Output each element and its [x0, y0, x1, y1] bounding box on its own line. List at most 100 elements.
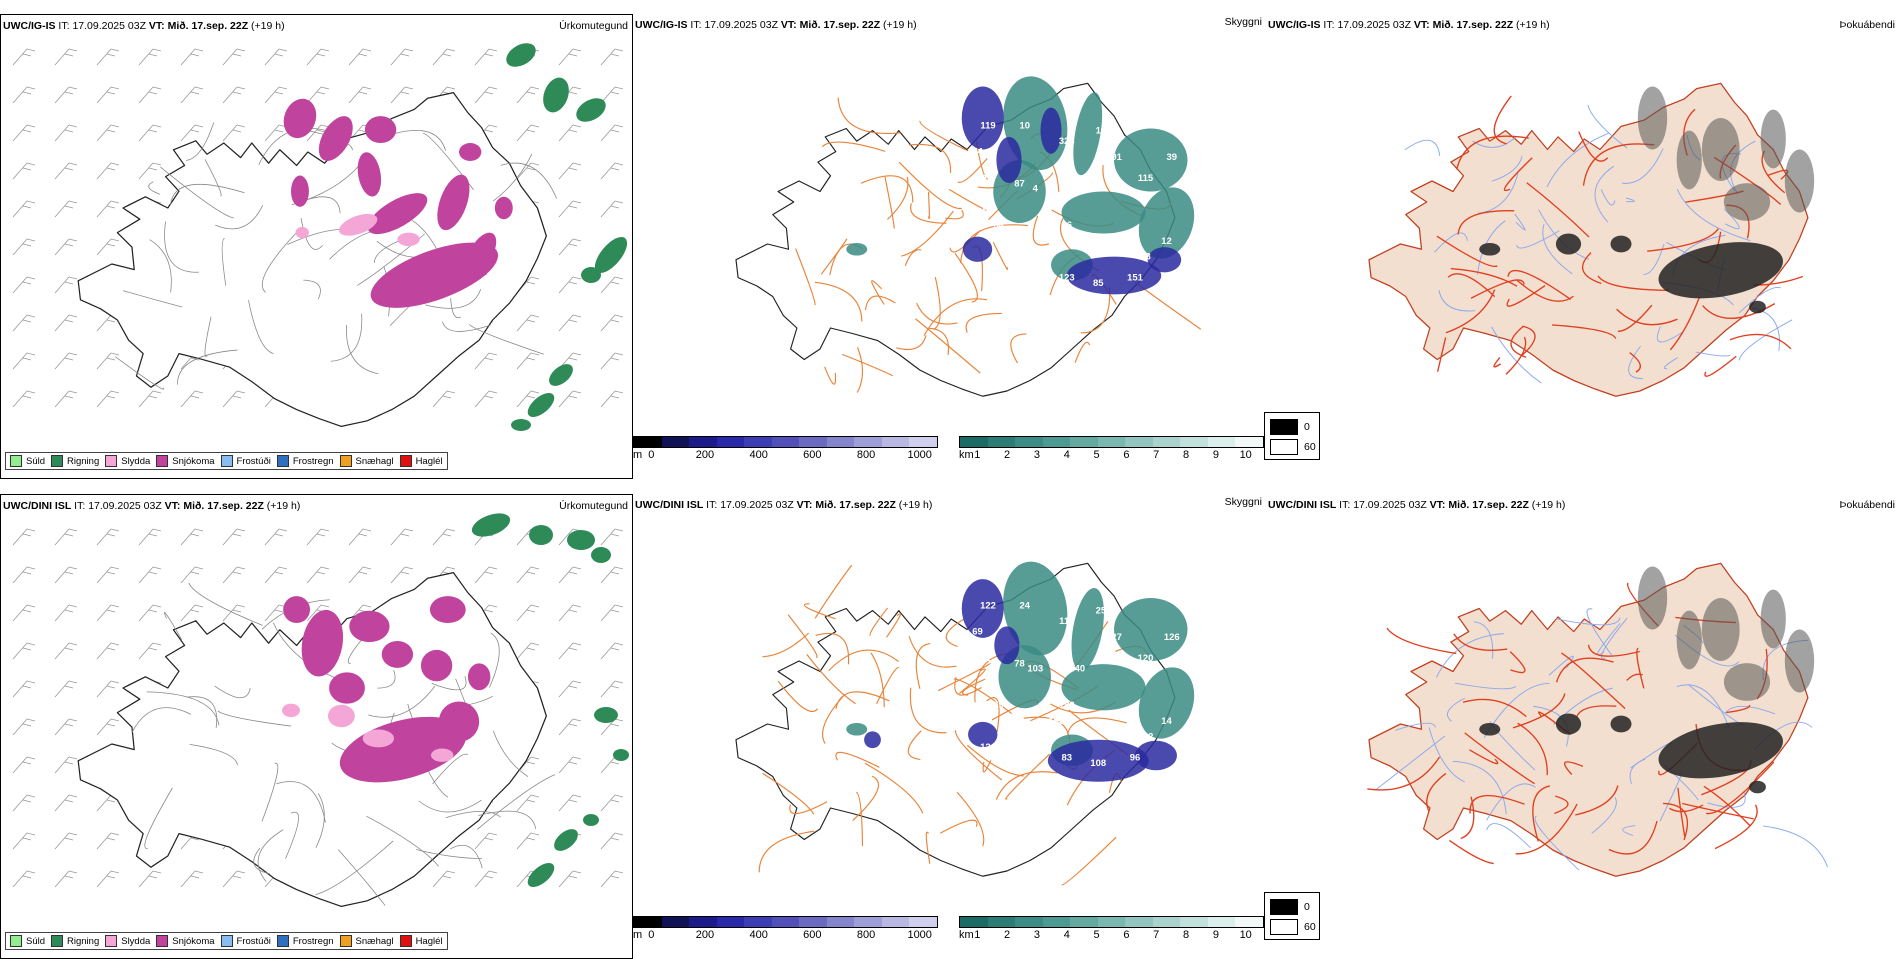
colorbar-unit: km: [959, 929, 974, 941]
legend-item: Snjókoma: [156, 455, 215, 467]
init-time: 17.09.2025 03Z: [1353, 499, 1427, 511]
colorbar-swatch: [960, 917, 988, 927]
precip-legend: Súld Rigning Slydda Snjókoma Frostúði Frostre…: [5, 452, 448, 470]
rain-areas: [506, 43, 628, 431]
colorbar-swatch: [689, 437, 717, 447]
ceiling-label: 83: [1062, 753, 1073, 764]
height-colorbar: m 0 200 400 600 800 1000: [633, 916, 938, 942]
panel-header: UWC/DINI ISL IT: 17.09.2025 03Z VT: Mið.…: [635, 499, 932, 511]
colorbar-tick: 9: [1212, 929, 1219, 941]
iceland-coastline: 122 24 116 251 69 331 78 103 340 327 120 126 97 79 182…: [735, 561, 1195, 886]
colorbar-swatch: [881, 437, 910, 447]
fog-legend: 0 60: [1264, 412, 1320, 460]
colorbar-tick: 0: [648, 449, 655, 461]
ceiling-label: 183: [1048, 716, 1064, 727]
iceland-coastline: [77, 572, 556, 908]
init-label: IT:: [706, 499, 718, 511]
colorbar-tick: 8: [1182, 449, 1190, 461]
valid-time: Mið. 17.sep. 22Z: [799, 19, 881, 31]
cloud-map: 119 10 323 197 84 01 87 4 129 791 115 39 66 64 965 92 97…: [735, 76, 1202, 397]
legend-label: Snæhagl: [355, 455, 394, 467]
legend-label: Haglél: [415, 935, 443, 947]
ceiling-label: 97: [983, 685, 994, 696]
colorbar-swatches: [633, 436, 938, 448]
legend-label: Snjókoma: [172, 455, 215, 467]
init-label: IT:: [58, 20, 70, 32]
visibility-colorbar: km 1 2 3 4 5 6 7 8 9 10: [959, 436, 1264, 462]
ceiling-label: 64: [993, 220, 1004, 231]
fog-min-swatch: [1270, 919, 1298, 935]
colorbar-swatch: [826, 917, 855, 927]
colorbar-tick: 4: [1063, 449, 1070, 461]
ceiling-label: 01: [978, 173, 989, 184]
cloud-map: 122 24 116 251 69 331 78 103 340 327 120 126 97 79 182…: [735, 561, 1195, 886]
ceiling-label: 103: [1027, 664, 1043, 675]
colorbar-swatch: [634, 437, 662, 447]
model-name: UWC/IG-IS: [3, 20, 56, 32]
init-time: 17.09.2025 03Z: [704, 19, 778, 31]
colorbar-tick: 2: [1004, 929, 1011, 941]
fog-map: [1367, 562, 1828, 877]
panel-precip-dini: UWC/DINI ISL IT: 17.09.2025 03Z VT: Mið.…: [0, 494, 633, 959]
init-label: IT:: [1323, 19, 1335, 31]
colorbar-swatch: [987, 917, 1016, 927]
colorbar-swatch: [1070, 437, 1098, 447]
panel-header: UWC/DINI ISL IT: 17.09.2025 03Z VT: Mið.…: [3, 500, 300, 512]
colorbar-swatch: [881, 917, 910, 927]
colorbar-swatch: [854, 437, 882, 447]
colorbar-tick: 2: [1004, 449, 1011, 461]
colorbar-tick: 400: [749, 449, 768, 461]
lead-time: (+19 h): [1516, 19, 1550, 31]
valid-label: VT:: [780, 19, 797, 31]
fog-min-label: 60: [1304, 441, 1316, 453]
colorbar-swatches: [959, 436, 1264, 448]
colorbar-tick: 3: [1033, 929, 1040, 941]
panel-cloud-igis: UWC/IG-IS IT: 17.09.2025 03Z VT: Mið. 17…: [633, 14, 1266, 479]
colorbar-swatch: [987, 437, 1016, 447]
ceiling-label: 392: [1138, 732, 1154, 743]
colorbar-unit: km: [959, 449, 974, 461]
ceiling-label: 24: [1020, 601, 1031, 612]
ceiling-label: 69: [972, 627, 983, 638]
colorbar-swatch: [1207, 917, 1236, 927]
panel-header: UWC/DINI ISL IT: 17.09.2025 03Z VT: Mið.…: [1268, 499, 1565, 511]
ceiling-label: 122: [980, 601, 996, 612]
ceiling-label: 115: [1138, 173, 1153, 184]
ceiling-label: 182: [1059, 700, 1075, 711]
colorbar-unit: m: [633, 929, 643, 941]
ceiling-label: 340: [1069, 664, 1085, 675]
legend-label: Rigning: [67, 935, 100, 947]
valid-time: Mið. 17.sep. 22Z: [1448, 499, 1529, 511]
legend-swatch: [276, 935, 289, 947]
colorbar-tick: 0: [648, 929, 655, 941]
legend-item: Snæhagl: [339, 455, 394, 467]
init-time: 17.09.2025 03Z: [72, 20, 146, 32]
legend-swatch: [105, 455, 118, 467]
colorbar-tick: 6: [1123, 929, 1130, 941]
ceiling-label: 4: [1033, 184, 1039, 195]
colorbar-swatch: [1152, 917, 1181, 927]
legend-swatch: [10, 935, 22, 947]
legend-swatch: [220, 455, 233, 467]
colorbar-swatch: [716, 437, 745, 447]
valid-time: Mið. 17.sep. 22Z: [167, 20, 249, 32]
colorbar-tick: 600: [803, 449, 822, 461]
colorbar-swatch: [1097, 917, 1126, 927]
precip-map: [12, 43, 628, 431]
legend-item: Frostúði: [220, 935, 271, 947]
colorbar-tick: 8: [1182, 929, 1190, 941]
ceiling-label: 78: [1014, 658, 1025, 669]
colorbar-tick: 200: [695, 449, 715, 461]
ceiling-label: 96: [1062, 220, 1073, 231]
model-name: UWC/DINI ISL: [3, 500, 72, 512]
legend-label: Frostregn: [292, 935, 334, 947]
colorbar-swatch: [1097, 437, 1126, 447]
ceiling-label: 83: [1140, 252, 1151, 263]
init-label: IT:: [690, 19, 702, 31]
ceiling-label: 119: [980, 120, 995, 131]
legend-item: Haglél: [399, 455, 443, 467]
colorbar-swatch: [661, 437, 690, 447]
legend-swatch: [156, 455, 169, 467]
colorbar-swatch: [634, 917, 662, 927]
valid-time: Mið. 17.sep. 22Z: [1432, 19, 1514, 31]
